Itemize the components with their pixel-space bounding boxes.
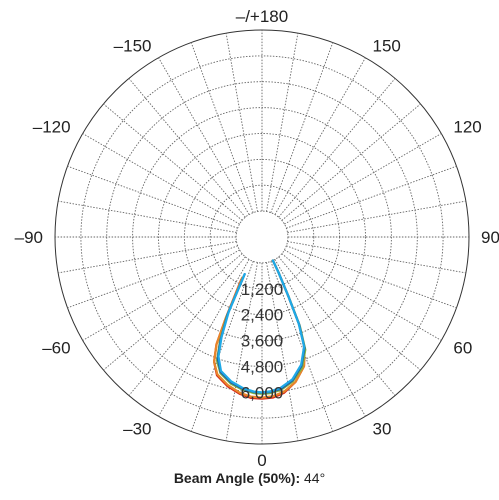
grid-spoke	[82, 133, 240, 225]
grid-spoke	[270, 261, 334, 432]
angle-label: –60	[42, 339, 70, 358]
radial-tick-label: 2,400	[241, 306, 284, 325]
grid-spoke	[67, 245, 238, 309]
grid-spoke	[190, 42, 254, 213]
angle-label: –120	[33, 118, 71, 137]
grid-spoke	[225, 262, 258, 441]
angle-label: 30	[373, 419, 392, 438]
beam-angle-value: 44°	[304, 470, 326, 486]
grid-ring	[158, 133, 366, 341]
angle-label: –/+180	[236, 7, 288, 26]
grid-spoke	[281, 253, 421, 371]
grid-spoke	[128, 256, 246, 396]
grid-spoke	[266, 33, 299, 212]
grid-ring	[132, 107, 392, 367]
grid-ring	[80, 55, 444, 419]
angle-label: 60	[453, 339, 472, 358]
grid-spoke	[128, 78, 246, 218]
grid-spoke	[190, 261, 254, 432]
angle-label: 0	[257, 451, 266, 470]
grid-spoke	[274, 57, 366, 215]
grid-spoke	[278, 78, 396, 218]
radial-tick-label: 4,800	[241, 357, 284, 376]
grid-spoke	[225, 33, 258, 212]
angle-label: –30	[123, 419, 151, 438]
grid-spoke	[103, 253, 243, 371]
radial-tick-label: 6,000	[241, 383, 284, 402]
curve-series-5	[217, 259, 306, 394]
grid-spoke	[286, 165, 457, 229]
grid-spoke	[281, 103, 421, 221]
grid-spoke	[158, 259, 250, 417]
angle-label: –90	[15, 228, 43, 247]
beam-angle-caption: Beam Angle (50%): 44°	[0, 470, 499, 486]
beam-angle-label: Beam Angle (50%):	[173, 470, 301, 486]
grid-spoke	[58, 241, 237, 274]
grid-spoke	[266, 262, 299, 441]
grid-ring	[235, 210, 289, 264]
grid-spoke	[287, 200, 466, 233]
grid-spoke	[82, 249, 240, 341]
radial-tick-label: 3,600	[241, 332, 284, 351]
angle-label: 90	[481, 228, 499, 247]
grid-ring	[54, 29, 470, 445]
grid-spoke	[284, 133, 442, 225]
angle-label: 120	[453, 118, 481, 137]
angle-label: 150	[373, 37, 401, 56]
grid-spoke	[58, 200, 237, 233]
grid-spoke	[270, 42, 334, 213]
grid-spoke	[287, 241, 466, 274]
polar-grid	[54, 29, 470, 445]
grid-spoke	[286, 245, 457, 309]
grid-spoke	[103, 103, 243, 221]
intensity-curves	[213, 259, 307, 400]
grid-spoke	[274, 259, 366, 417]
grid-spoke	[278, 256, 396, 396]
angle-label: –150	[114, 37, 152, 56]
grid-spoke	[284, 249, 442, 341]
grid-spoke	[67, 165, 238, 229]
angle-labels: –/+180 150 –150 120 –120 90 –90 60 –60 30 –30 0	[15, 7, 499, 470]
radial-tick-labels: 1,200 2,400 3,600 4,800 6,000	[241, 280, 284, 403]
grid-ring	[209, 184, 315, 290]
grid-spoke	[158, 57, 250, 215]
radial-tick-label: 1,200	[241, 280, 284, 299]
